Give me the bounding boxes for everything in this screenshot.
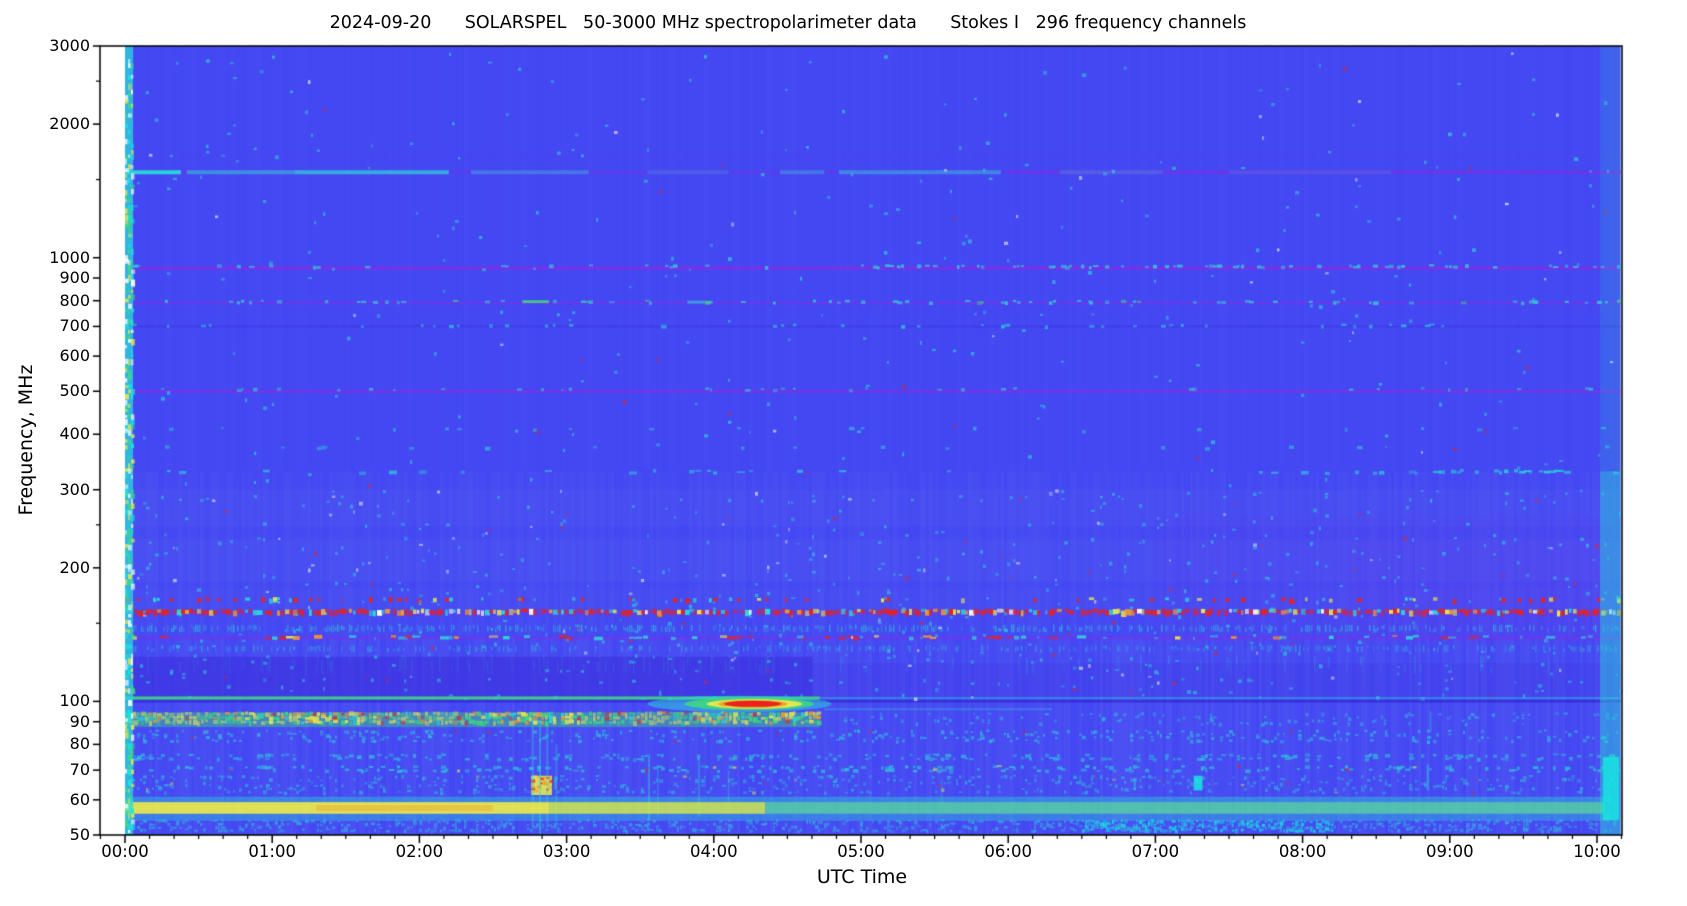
y-tick-label: 300 [59,479,90,499]
x-tick-label: 09:00 [1426,842,1474,861]
y-tick-label: 700 [59,316,90,336]
y-tick-label: 900 [59,268,90,287]
y-tick-label: 3000 [49,36,90,55]
x-tick-label: 00:00 [101,842,149,861]
y-tick-label: 600 [59,346,90,366]
y-tick-label: 2000 [49,114,90,134]
x-tick-label: 01:00 [248,842,296,861]
x-tick-label: 02:00 [395,842,444,861]
y-tick-label: 1000 [49,247,90,267]
y-tick-label: 200 [59,557,90,577]
x-tick-label: 03:00 [542,842,591,861]
y-tick-label: 70 [69,760,90,780]
x-tick-label: 07:00 [1131,842,1180,861]
x-tick-label: 10:00 [1573,842,1621,861]
y-tick-label: 60 [69,789,90,809]
x-axis-label: UTC Time [816,866,908,888]
y-tick-label: 90 [69,711,90,731]
x-tick-label: 05:00 [837,842,885,861]
y-tick-label: 80 [69,734,90,754]
y-tick-label: 400 [59,424,90,444]
y-tick-label: 500 [59,381,90,401]
y-tick-label: 800 [59,290,90,310]
y-tick-label: 100 [59,691,90,711]
x-tick-label: 04:00 [690,842,738,861]
x-tick-label: 06:00 [984,842,1032,861]
y-tick-label: 50 [69,824,90,844]
plot-title: 2024-09-20 SOLARSPEL 50-3000 MHz spectro… [329,13,1247,33]
x-tick-label: 08:00 [1278,842,1327,861]
